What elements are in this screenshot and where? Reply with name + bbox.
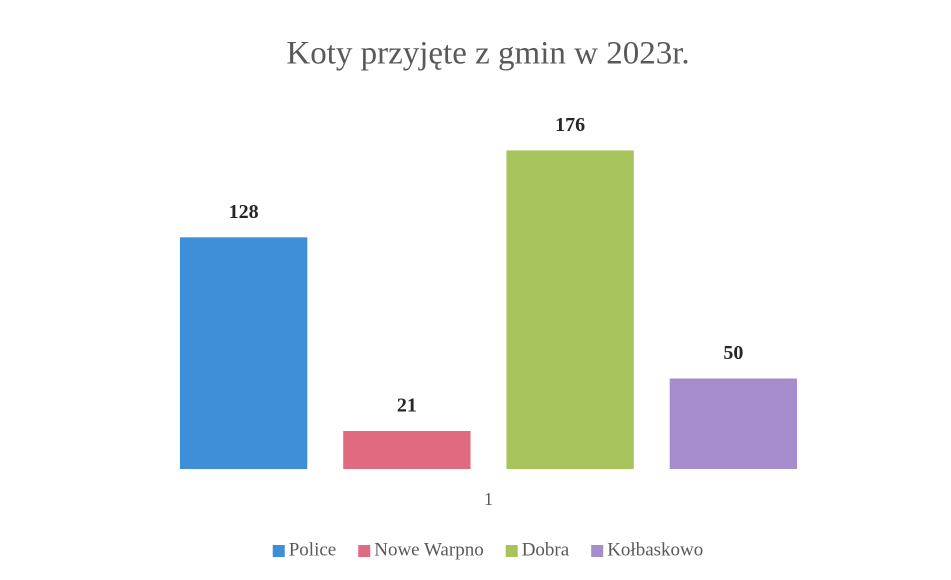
bar bbox=[179, 237, 308, 469]
data-label: 128 bbox=[229, 201, 259, 223]
legend-swatch bbox=[591, 545, 604, 557]
legend-label: Kołbaskowo bbox=[607, 539, 703, 560]
x-tick-label: 1 bbox=[484, 489, 493, 509]
bar bbox=[669, 378, 798, 469]
legend-swatch bbox=[272, 545, 285, 557]
chart-title: Koty przyjęte z gmin w 2023r. bbox=[286, 36, 689, 72]
legend-label: Dobra bbox=[522, 539, 570, 560]
legend-label: Police bbox=[289, 539, 337, 560]
legend-swatch bbox=[358, 545, 371, 557]
data-label: 176 bbox=[555, 114, 585, 136]
legend-label: Nowe Warpno bbox=[374, 539, 483, 560]
data-label: 50 bbox=[723, 342, 743, 364]
bar bbox=[506, 150, 634, 469]
bar bbox=[343, 430, 471, 469]
data-label: 21 bbox=[397, 395, 417, 417]
legend-swatch bbox=[505, 545, 518, 557]
